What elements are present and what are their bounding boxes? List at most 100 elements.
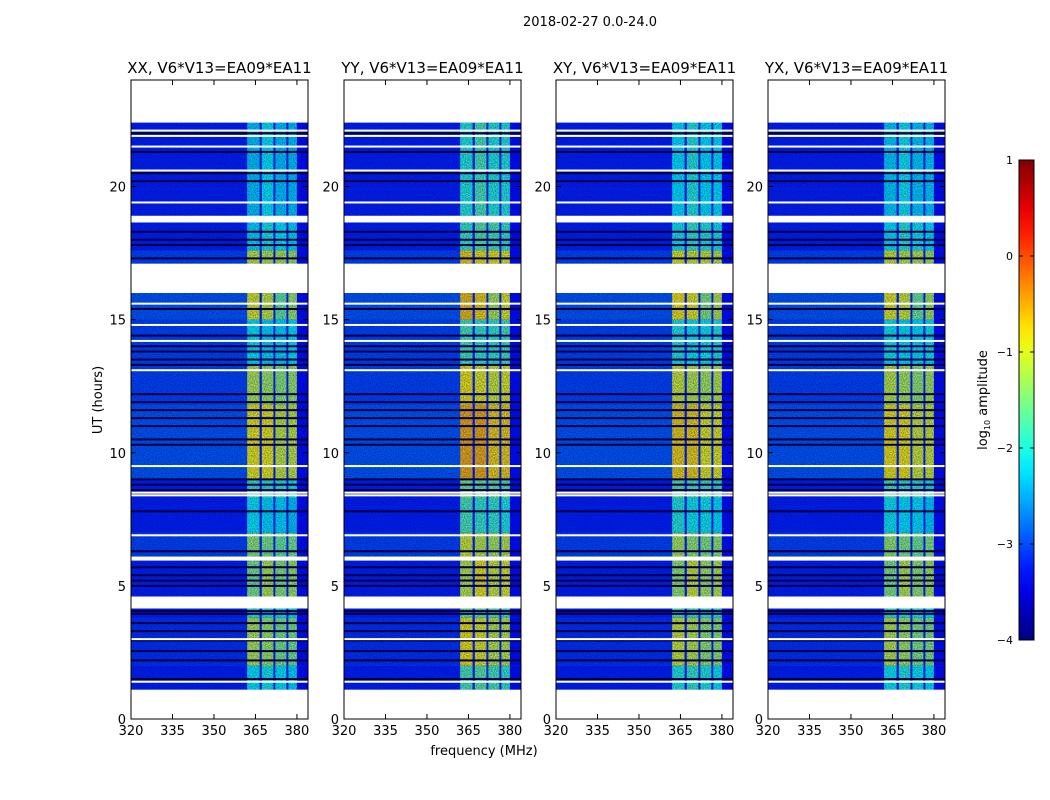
flagged-row xyxy=(131,494,308,497)
flagged-row xyxy=(556,169,733,172)
zero-row xyxy=(556,574,733,577)
zero-row xyxy=(131,230,308,233)
flagged-gap xyxy=(344,596,521,609)
flagged-row xyxy=(768,465,945,468)
zero-row xyxy=(131,334,308,337)
zero-row xyxy=(131,612,308,615)
y-tick-label: 20 xyxy=(322,181,339,196)
zero-row xyxy=(768,659,945,662)
flagged-row xyxy=(344,534,521,537)
flagged-gap xyxy=(131,215,308,223)
x-tick-label: 365 xyxy=(668,724,693,739)
flagged-row xyxy=(768,339,945,342)
y-tick-label: 15 xyxy=(109,314,126,329)
flagged-gap xyxy=(131,556,308,561)
zero-row xyxy=(131,238,308,241)
colorbar-label-log: log xyxy=(976,430,991,450)
flagged-gap xyxy=(131,689,308,719)
flagged-row xyxy=(344,465,521,468)
x-tick-label: 380 xyxy=(922,724,947,739)
zero-row xyxy=(344,510,521,513)
zero-row xyxy=(131,345,308,348)
flagged-row xyxy=(556,369,733,372)
flagged-row xyxy=(768,145,945,148)
flagged-row xyxy=(556,491,733,494)
colorbar-tick-label: −4 xyxy=(997,634,1013,647)
x-tick-label: 350 xyxy=(839,724,864,739)
panel-xx: 320 335 350 365 380 0 5 10 15 20 XX, V6*V13=EA09*E… xyxy=(109,59,311,739)
zero-row xyxy=(556,393,733,396)
y-tick-label: 5 xyxy=(118,580,126,595)
flagged-row xyxy=(131,369,308,372)
zero-row xyxy=(556,612,733,615)
zero-row xyxy=(556,478,733,481)
zero-row xyxy=(768,334,945,337)
zero-row xyxy=(131,478,308,481)
flagged-row xyxy=(556,134,733,137)
colorbar-label-subscript: 10 xyxy=(983,420,992,430)
flagged-row xyxy=(131,638,308,641)
zero-row xyxy=(131,622,308,625)
zero-row xyxy=(344,358,521,361)
x-tick-label: 350 xyxy=(202,724,227,739)
flagged-row xyxy=(131,201,308,204)
colorbar-label-rest: amplitude xyxy=(976,350,991,420)
zero-row xyxy=(768,622,945,625)
zero-row xyxy=(344,425,521,428)
flagged-gap xyxy=(768,556,945,561)
y-tick-label: 5 xyxy=(755,580,763,595)
zero-row xyxy=(768,584,945,587)
zero-row xyxy=(556,443,733,446)
flagged-gap xyxy=(768,596,945,609)
flagged-row xyxy=(131,491,308,494)
flagged-row xyxy=(344,145,521,148)
flagged-row xyxy=(131,302,308,305)
zero-row xyxy=(344,244,521,247)
zero-row xyxy=(556,132,733,135)
zero-row xyxy=(344,483,521,486)
zero-row xyxy=(768,401,945,404)
x-axis-label: frequency (MHz) xyxy=(430,744,537,759)
zero-row xyxy=(131,610,308,613)
zero-row xyxy=(131,659,308,662)
x-tick-label: 365 xyxy=(880,724,905,739)
zero-row xyxy=(556,307,733,310)
flagged-row xyxy=(131,534,308,537)
zero-row xyxy=(556,244,733,247)
zero-row xyxy=(131,510,308,513)
colorbar-tick-label: 0 xyxy=(1006,250,1013,263)
zero-row xyxy=(768,610,945,613)
flagged-gap xyxy=(131,596,308,609)
zero-row xyxy=(131,489,308,492)
flagged-gap xyxy=(344,689,521,719)
flagged-gap xyxy=(556,215,733,223)
zero-row xyxy=(344,238,521,241)
x-tick-label: 365 xyxy=(243,724,268,739)
zero-row xyxy=(131,257,308,260)
flagged-row xyxy=(556,534,733,537)
zero-row xyxy=(344,612,521,615)
zero-row xyxy=(344,574,521,577)
colorbar-tick-label: 1 xyxy=(1006,154,1013,167)
zero-row xyxy=(556,180,733,183)
flagged-gap xyxy=(556,556,733,561)
zero-row xyxy=(768,244,945,247)
zero-row xyxy=(768,478,945,481)
zero-row xyxy=(556,584,733,587)
zero-row xyxy=(344,180,521,183)
panel-yx: 320 335 350 365 380 0 5 10 15 20 YX, V6*V13=EA09*E… xyxy=(746,59,948,739)
panels: 320 335 350 365 380 0 5 10 15 20 XX, V6*V13=EA09*E… xyxy=(109,59,948,739)
zero-row xyxy=(768,612,945,615)
zero-row xyxy=(556,230,733,233)
zero-row xyxy=(768,425,945,428)
zero-row xyxy=(556,172,733,175)
zero-row xyxy=(768,363,945,366)
zero-row xyxy=(131,425,308,428)
flagged-row xyxy=(344,638,521,641)
flagged-row xyxy=(131,169,308,172)
flagged-row xyxy=(768,323,945,326)
y-tick-label: 10 xyxy=(109,447,126,462)
flagged-gap xyxy=(768,689,945,719)
flagged-row xyxy=(768,169,945,172)
flagged-gap xyxy=(768,215,945,223)
